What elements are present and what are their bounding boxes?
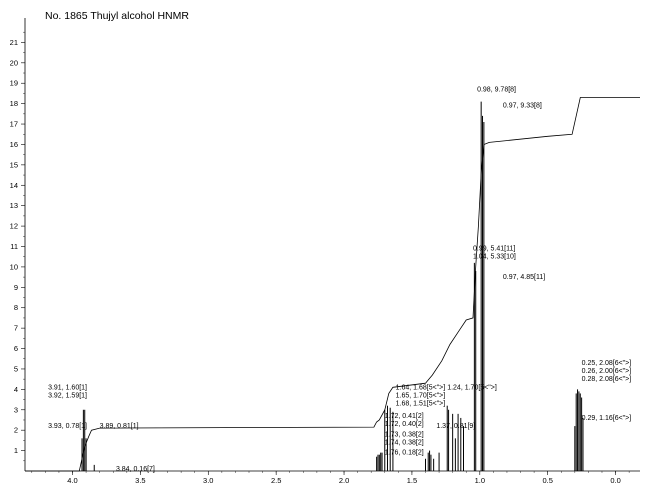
- peak-annotation: 1.37, 0.81[9]: [436, 423, 475, 430]
- y-tick-label: 13: [10, 201, 18, 210]
- chart-title: No. 1865 Thujyl alcohol HNMR: [45, 10, 189, 22]
- y-tick-label: 3: [14, 405, 18, 414]
- x-tick-label: 0.5: [542, 476, 552, 485]
- y-tick-label: 17: [10, 120, 18, 129]
- peak-annotation: 1.04, 5.33[10]: [473, 254, 516, 261]
- peak-annotation: 3.89, 0.81[1]: [100, 423, 139, 430]
- peak-annotation: 0.98, 9.78[8]: [477, 86, 516, 93]
- peak-annotation: 3.84, 0.16[7]: [116, 466, 155, 473]
- y-tick-label: 12: [10, 222, 18, 231]
- y-tick-label: 8: [14, 303, 18, 312]
- y-tick-label: 9: [14, 283, 18, 292]
- peak-annotation: 0.29, 1.16[6<">]: [582, 415, 632, 422]
- peak-annotation: 0.97, 9.33[8]: [503, 103, 542, 110]
- peak-annotation: 1.72, 0.40[2]: [385, 421, 424, 428]
- peak-series: [81, 101, 584, 471]
- y-tick-label: 19: [10, 79, 18, 88]
- integral-curve: [25, 97, 640, 472]
- x-tick-label: 0.0: [610, 476, 620, 485]
- y-tick-label: 2: [14, 426, 18, 435]
- x-tick-label: 4.0: [67, 476, 77, 485]
- x-tick-label: 1.5: [407, 476, 417, 485]
- peak-annotation: 0.26, 2.00[6<">]: [582, 368, 632, 375]
- y-tick-label: 4: [14, 385, 18, 394]
- peak-annotation: 1.24, 1.70[5<">]: [447, 384, 497, 391]
- y-tick-label: 18: [10, 99, 18, 108]
- y-tick-label: 14: [10, 181, 18, 190]
- peak-annotation: 1.72, 0.41[2]: [385, 413, 424, 420]
- peak-annotation: 0.99, 5.41[11]: [473, 246, 515, 253]
- peak-annotation: 0.28, 2.08[6<">]: [582, 376, 632, 383]
- peak-annotation: 0.97, 4.85[11]: [503, 274, 545, 281]
- peak-annotation: 3.93, 0.78[1]: [48, 423, 87, 430]
- peak-annotation: 1.68, 1.51[5<">]: [396, 401, 446, 408]
- peak-annotation: 1.64, 1.68[5<">]: [396, 384, 446, 391]
- x-tick-label: 1.0: [475, 476, 485, 485]
- peak-annotation: 1.73, 0.38[2]: [385, 431, 424, 438]
- y-tick-label: 16: [10, 140, 18, 149]
- y-tick-label: 20: [10, 58, 18, 67]
- y-tick-label: 15: [10, 160, 18, 169]
- peak-annotations: 3.91, 1.60[1] 3.92, 1.59[1] 3.93, 0.78[1] 3…: [48, 86, 631, 473]
- x-tick-label: 3.0: [203, 476, 213, 485]
- x-tick-label: 3.5: [135, 476, 145, 485]
- peak-annotation: 1.65, 1.70[5<">]: [396, 393, 446, 400]
- y-tick-label: 10: [10, 262, 18, 271]
- y-tick-label: 11: [10, 242, 18, 251]
- peak-annotation: 1.76, 0.18[2]: [385, 450, 424, 457]
- peak-annotation: 0.25, 2.08[6<">]: [582, 360, 632, 367]
- x-tick-label: 2.0: [339, 476, 349, 485]
- x-axis: 4.0 3.5 3.0 2.5 2.0 1.5 1.0 0.5 0.0: [31, 471, 630, 485]
- peak-annotation: 3.92, 1.59[1]: [48, 393, 87, 400]
- y-tick-label: 7: [14, 324, 18, 333]
- y-tick-label: 5: [14, 364, 18, 373]
- y-tick-label: 21: [10, 38, 18, 47]
- peak-annotation: 3.91, 1.60[1]: [48, 384, 87, 391]
- x-tick-label: 2.5: [271, 476, 281, 485]
- peak-annotation: 1.74, 0.38[2]: [385, 439, 424, 446]
- y-tick-label: 6: [14, 344, 18, 353]
- y-tick-label: 1: [14, 446, 18, 455]
